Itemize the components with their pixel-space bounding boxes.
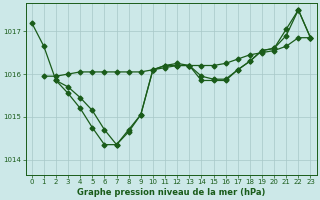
X-axis label: Graphe pression niveau de la mer (hPa): Graphe pression niveau de la mer (hPa) — [77, 188, 265, 197]
